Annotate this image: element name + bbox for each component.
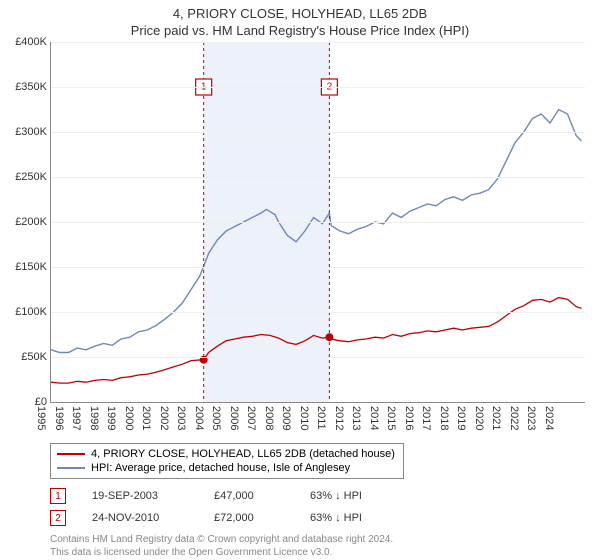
xtick-label: 2001 [140, 406, 152, 430]
xtick-label: 2007 [245, 406, 257, 430]
xtick-label: 2016 [403, 406, 415, 430]
xtick-label: 2006 [228, 406, 240, 430]
legend-swatch [57, 453, 85, 455]
xtick-label: 2018 [438, 406, 450, 430]
xtick-label: 2004 [193, 406, 205, 430]
xtick-label: 2022 [508, 406, 520, 430]
ytick-label: £100K [15, 306, 47, 318]
transaction-marker-box: 2 [50, 510, 66, 526]
xtick-label: 2017 [420, 406, 432, 430]
transactions-table: 1 19-SEP-2003 £47,000 63% ↓ HPI 2 24-NOV-2010… [50, 485, 585, 529]
xtick-label: 2012 [333, 406, 345, 430]
footnote: Contains HM Land Registry data © Crown c… [50, 533, 585, 559]
legend-item: HPI: Average price, detached house, Isle… [57, 461, 397, 475]
xtick-label: 2003 [175, 406, 187, 430]
gridline [51, 267, 585, 268]
legend-swatch [57, 467, 85, 469]
legend: 4, PRIORY CLOSE, HOLYHEAD, LL65 2DB (det… [50, 443, 404, 479]
price-chart: 12 £0£50K£100K£150K£200K£250K£300K£350K£… [50, 42, 585, 403]
xtick-label: 2011 [315, 406, 327, 430]
xtick-label: 2013 [350, 406, 362, 430]
ytick-label: £300K [15, 126, 47, 138]
gridline [51, 222, 585, 223]
marker-dot-2 [326, 334, 333, 341]
ytick-label: £50K [21, 351, 47, 363]
ytick-label: £350K [15, 81, 47, 93]
xtick-label: 2009 [280, 406, 292, 430]
gridline [51, 42, 585, 43]
xtick-label: 2002 [158, 406, 170, 430]
transaction-row: 2 24-NOV-2010 £72,000 63% ↓ HPI [50, 507, 585, 529]
xtick-label: 1995 [35, 406, 47, 430]
footnote-line2: This data is licensed under the Open Gov… [50, 546, 585, 559]
transaction-date: 19-SEP-2003 [92, 490, 188, 502]
xtick-label: 2023 [525, 406, 537, 430]
transaction-price: £72,000 [214, 512, 284, 524]
xtick-label: 2015 [385, 406, 397, 430]
xtick-label: 2010 [298, 406, 310, 430]
legend-label: 4, PRIORY CLOSE, HOLYHEAD, LL65 2DB (det… [91, 448, 395, 460]
xtick-label: 2019 [455, 406, 467, 430]
gridline [51, 132, 585, 133]
ytick-label: £400K [15, 36, 47, 48]
gridline [51, 87, 585, 88]
xtick-label: 2005 [210, 406, 222, 430]
title-main: 4, PRIORY CLOSE, HOLYHEAD, LL65 2DB [0, 0, 600, 21]
transaction-price: £47,000 [214, 490, 284, 502]
footnote-line1: Contains HM Land Registry data © Crown c… [50, 533, 585, 546]
xtick-label: 2021 [490, 406, 502, 430]
xtick-label: 2014 [368, 406, 380, 430]
xtick-label: 2024 [543, 406, 555, 430]
xtick-label: 2008 [263, 406, 275, 430]
legend-item: 4, PRIORY CLOSE, HOLYHEAD, LL65 2DB (det… [57, 447, 397, 461]
ytick-label: £150K [15, 261, 47, 273]
transaction-delta: 63% ↓ HPI [310, 490, 362, 502]
xtick-label: 1997 [70, 406, 82, 430]
gridline [51, 312, 585, 313]
title-sub: Price paid vs. HM Land Registry's House … [0, 21, 600, 42]
ytick-label: £200K [15, 216, 47, 228]
xtick-label: 2000 [123, 406, 135, 430]
ytick-label: £250K [15, 171, 47, 183]
legend-label: HPI: Average price, detached house, Isle… [91, 462, 350, 474]
transaction-row: 1 19-SEP-2003 £47,000 63% ↓ HPI [50, 485, 585, 507]
transaction-date: 24-NOV-2010 [92, 512, 188, 524]
xtick-label: 1998 [88, 406, 100, 430]
xtick-label: 1996 [53, 406, 65, 430]
transaction-delta: 63% ↓ HPI [310, 512, 362, 524]
xtick-label: 2020 [473, 406, 485, 430]
gridline [51, 357, 585, 358]
gridline [51, 177, 585, 178]
xtick-label: 1999 [105, 406, 117, 430]
transaction-marker-box: 1 [50, 488, 66, 504]
